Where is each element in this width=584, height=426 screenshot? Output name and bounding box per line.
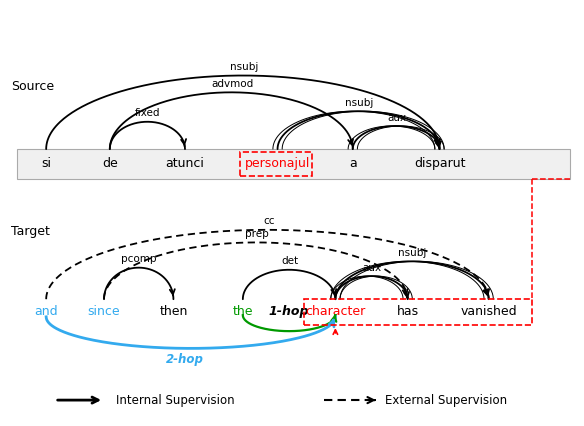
Text: de: de	[102, 157, 117, 170]
Text: personajul: personajul	[245, 157, 310, 170]
Text: External Supervision: External Supervision	[384, 394, 507, 406]
Text: atunci: atunci	[165, 157, 204, 170]
Text: nsubj: nsubj	[398, 248, 427, 258]
Text: then: then	[159, 305, 187, 318]
Text: vanished: vanished	[460, 305, 517, 318]
Text: nsubj: nsubj	[345, 98, 373, 108]
Text: pcomp: pcomp	[121, 254, 157, 264]
Text: det: det	[281, 256, 298, 266]
Text: has: has	[397, 305, 419, 318]
Text: 1-hop: 1-hop	[269, 305, 310, 318]
Text: and: and	[34, 305, 58, 318]
Text: the: the	[232, 305, 253, 318]
Text: aux: aux	[387, 112, 406, 123]
Text: 2-hop: 2-hop	[166, 354, 204, 366]
Text: disparut: disparut	[413, 157, 465, 170]
Text: nsubj: nsubj	[230, 62, 259, 72]
Text: advmod: advmod	[211, 79, 253, 89]
FancyBboxPatch shape	[18, 149, 569, 179]
Text: Target: Target	[12, 225, 50, 239]
Text: character: character	[305, 305, 366, 318]
Text: cc: cc	[263, 216, 275, 227]
Text: since: since	[88, 305, 120, 318]
Text: si: si	[41, 157, 51, 170]
Text: Internal Supervision: Internal Supervision	[116, 394, 234, 406]
Text: Source: Source	[12, 81, 54, 93]
Text: aux: aux	[362, 263, 381, 273]
Text: fixed: fixed	[135, 108, 161, 118]
Text: a: a	[349, 157, 357, 170]
Text: prep: prep	[245, 229, 269, 239]
